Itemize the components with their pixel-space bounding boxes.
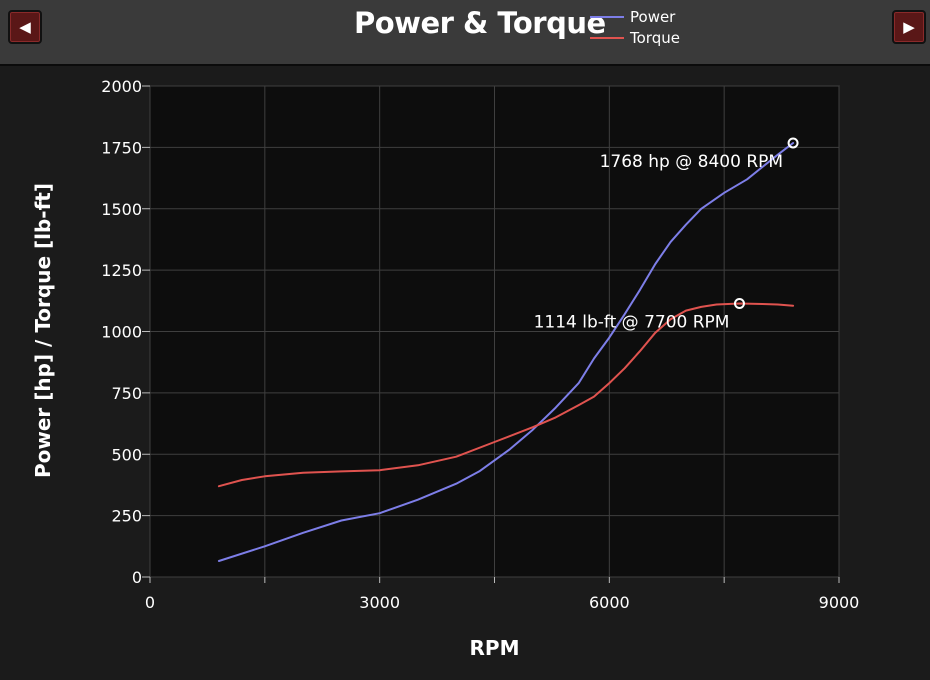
y-tick-label: 1000 (101, 323, 142, 342)
y-tick-label: 1250 (101, 261, 142, 280)
y-tick-label: 750 (111, 384, 142, 403)
series-line-torque (217, 302, 795, 488)
peak-marker-power (787, 137, 799, 149)
x-tick-label: 3000 (359, 593, 400, 612)
legend-label-torque: Torque (630, 28, 680, 47)
legend-swatch-power (590, 15, 624, 18)
legend: Power Torque (590, 6, 680, 48)
chart-title: Power & Torque (354, 6, 606, 40)
y-tick-label: 1750 (101, 138, 142, 157)
x-tick-label: 6000 (589, 593, 630, 612)
legend-item-power: Power (590, 6, 680, 27)
triangle-right-icon: ▶ (903, 17, 915, 36)
x-axis-title: RPM (470, 636, 520, 660)
peak-annotation-power: 1768 hp @ 8400 RPM (600, 152, 783, 172)
next-button[interactable]: ▶ (892, 10, 926, 44)
previous-button[interactable]: ◀ (8, 10, 42, 44)
y-axis-title: Power [hp] / Torque [lb-ft] (31, 183, 55, 478)
peak-annotation-torque: 1114 lb-ft @ 7700 RPM (534, 313, 730, 333)
peak-marker-torque (733, 298, 745, 310)
y-tick-label: 1500 (101, 200, 142, 219)
x-tick-label: 0 (145, 593, 155, 612)
triangle-left-icon: ◀ (19, 17, 31, 36)
legend-label-power: Power (630, 7, 676, 26)
x-tick-label: 9000 (819, 593, 860, 612)
y-tick-label: 0 (132, 568, 142, 587)
legend-item-torque: Torque (590, 27, 680, 48)
y-tick-label: 2000 (101, 77, 142, 96)
legend-swatch-torque (590, 36, 624, 39)
y-tick-label: 250 (111, 507, 142, 526)
series-line-power (217, 142, 795, 562)
header-bar: ◀ Power & Torque Power Torque ▶ (0, 0, 930, 66)
y-tick-label: 500 (111, 445, 142, 464)
